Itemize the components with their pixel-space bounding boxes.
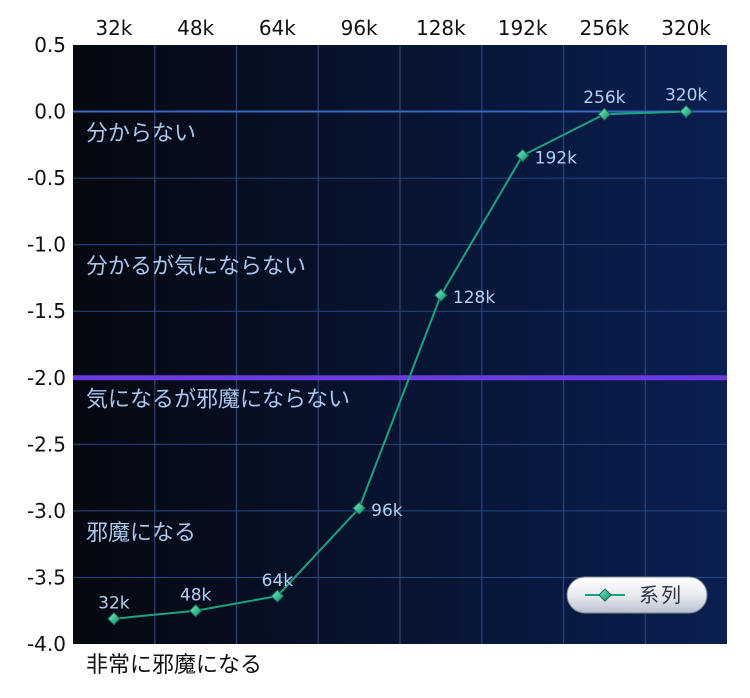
x-tick-label: 64k (259, 16, 296, 40)
data-label: 128k (453, 288, 495, 308)
series: 32k 48k 64k 96k 128k 192k 256k 320k (98, 86, 707, 626)
data-label: 64k (262, 571, 294, 591)
y-tick-label: -4.0 (27, 632, 66, 656)
axes: 0.5 0.0 -0.5 -1.0 -1.5 -2.0 -2.5 -3.0 -3.5 -4.0 32… (27, 16, 711, 678)
data-label: 192k (535, 148, 577, 168)
data-point-marker (597, 107, 612, 121)
data-label: 48k (180, 586, 212, 606)
x-tick-label: 128k (416, 16, 466, 40)
y-tick-label: 0.0 (34, 100, 66, 124)
y-tick-label: -1.0 (27, 233, 66, 257)
data-label: 32k (98, 594, 130, 614)
zone-label: 気になるが邪魔にならない (86, 388, 350, 413)
x-tick-label: 256k (579, 16, 629, 40)
below-axis-label: 非常に邪魔になる (86, 653, 262, 678)
zone-label: 分かるが気にならない (86, 255, 306, 280)
series-line (113, 110, 687, 620)
zone-label: 邪魔になる (86, 521, 196, 546)
data-point-marker (515, 148, 530, 163)
data-label: 256k (583, 88, 625, 108)
legend-swatch-marker (598, 588, 612, 602)
y-tick-label: -3.5 (27, 565, 66, 589)
reference-lines (73, 110, 727, 381)
y-tick-label: 0.5 (34, 33, 66, 57)
legend[interactable]: 系列 (566, 576, 708, 614)
data-point-marker (434, 288, 448, 302)
y-tick-label: -2.0 (27, 366, 66, 390)
data-point-marker (270, 589, 285, 603)
x-tick-label: 48k (177, 16, 214, 40)
x-tick-label: 96k (341, 16, 378, 40)
data-point-marker (352, 501, 366, 515)
data-point-marker (188, 604, 203, 618)
y-tick-label: -0.5 (27, 166, 66, 190)
x-tick-label: 192k (498, 16, 548, 40)
legend-box (566, 576, 708, 614)
data-label: 320k (665, 86, 707, 106)
y-tick-label: -2.5 (27, 432, 66, 456)
y-tick-label: -3.0 (27, 499, 66, 523)
data-label: 96k (371, 501, 403, 521)
legend-label: 系列 (639, 583, 683, 607)
x-tick-label: 320k (661, 16, 711, 40)
data-point-marker (107, 612, 121, 626)
data-point-marker (679, 104, 693, 119)
y-tick-label: -1.5 (27, 299, 66, 323)
x-tick-label: 32k (95, 16, 132, 40)
zone-label: 分からない (86, 122, 196, 147)
